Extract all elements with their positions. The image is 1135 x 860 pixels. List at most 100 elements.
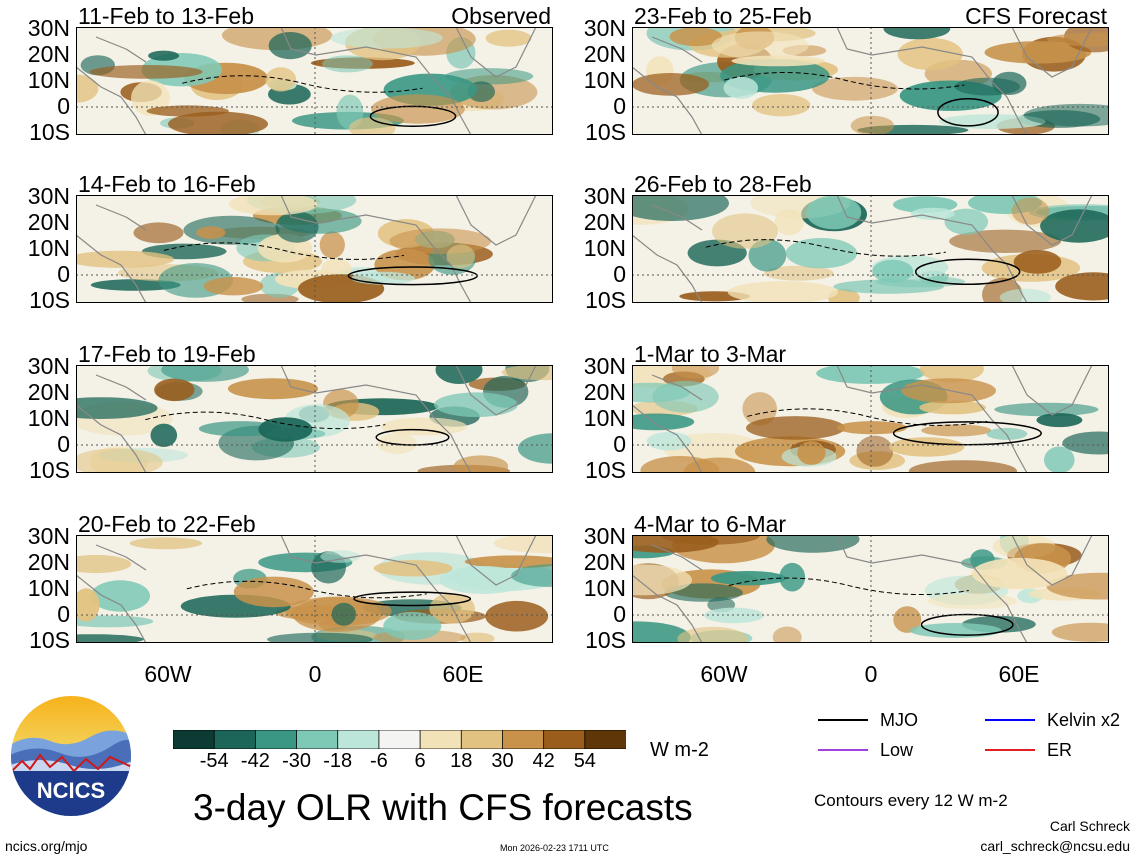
- wet-anomaly: [1036, 413, 1083, 428]
- lat-tick-label: 10N: [583, 405, 626, 431]
- wet-anomaly: [322, 55, 373, 73]
- wet-anomaly: [779, 562, 806, 592]
- legend-er-label: ER: [1047, 740, 1073, 760]
- colorbar-swatch: [419, 730, 463, 749]
- dry-anomaly: [233, 576, 314, 608]
- units-label: W m-2: [650, 739, 709, 761]
- footer-url: ncics.org/mjo: [5, 838, 88, 854]
- dry-anomaly: [850, 115, 895, 135]
- dry-anomaly: [893, 606, 922, 633]
- dry-anomaly: [446, 244, 476, 269]
- lat-tick-label: 20N: [27, 549, 70, 575]
- dry-anomaly: [1047, 32, 1109, 47]
- colorbar-swatch: [460, 730, 504, 749]
- dry-anomaly: [196, 226, 226, 239]
- colorbar-tick-label: -6: [370, 750, 388, 772]
- panel-title: 1-Mar to 3-Mar: [634, 341, 787, 367]
- wet-anomaly: [994, 402, 1099, 417]
- wet-anomaly: [710, 571, 786, 586]
- dry-anomaly: [460, 632, 495, 643]
- wet-anomaly: [944, 208, 989, 235]
- legend-low-label: Low: [880, 740, 914, 760]
- wet-anomaly: [806, 195, 862, 230]
- lat-tick-label: 20N: [583, 549, 626, 575]
- colorbar-swatch: [254, 730, 298, 749]
- dry-anomaly: [371, 94, 465, 124]
- dry-anomaly: [485, 29, 532, 47]
- legend-kelvin: Kelvin x2: [985, 710, 1120, 730]
- legend-kelvin-label: Kelvin x2: [1047, 710, 1121, 730]
- colorbar-swatch: [173, 730, 216, 749]
- dry-anomaly: [129, 537, 203, 550]
- lat-tick-label: 10S: [29, 119, 70, 145]
- lon-tick-label: 0: [308, 661, 322, 687]
- lat-tick-label: 20N: [27, 41, 70, 67]
- lon-tick-label: 60E: [998, 661, 1040, 687]
- lat-tick-label: 10N: [583, 235, 626, 261]
- lat-tick-label: 0: [57, 93, 70, 119]
- wet-anomaly: [1023, 103, 1109, 127]
- dry-anomaly: [76, 554, 132, 574]
- wet-anomaly: [268, 32, 312, 60]
- lat-tick-label: 20N: [583, 379, 626, 405]
- lat-tick-label: 0: [57, 601, 70, 627]
- wet-anomaly: [992, 71, 1027, 95]
- wet-anomaly: [275, 211, 319, 243]
- colorbar-tick-label: 42: [532, 750, 555, 772]
- colorbar: [173, 730, 626, 749]
- dry-anomaly: [464, 555, 553, 568]
- dry-anomaly: [919, 400, 986, 415]
- wet-anomaly: [76, 634, 144, 643]
- lat-tick-label: 0: [613, 261, 626, 287]
- lat-tick-label: 0: [613, 431, 626, 457]
- dry-anomaly: [485, 600, 549, 632]
- colorbar-tick-label: -18: [323, 750, 353, 772]
- panel-title: 11-Feb to 13-Feb: [78, 3, 255, 29]
- panel-frame: [632, 195, 1109, 303]
- wet-anomaly: [330, 27, 443, 49]
- panel-frame: [76, 195, 553, 303]
- dry-anomaly: [265, 67, 297, 92]
- mjo-contour: [347, 266, 478, 286]
- dry-anomaly: [501, 365, 553, 381]
- ncics-logo: NCICS: [11, 696, 131, 816]
- lat-tick-label: 30N: [27, 15, 70, 41]
- wet-anomaly: [883, 27, 951, 40]
- lat-tick-label: 30N: [583, 183, 626, 209]
- dry-anomaly: [203, 277, 264, 296]
- dry-anomaly: [927, 593, 1018, 610]
- wet-anomaly: [785, 238, 858, 269]
- dry-anomaly: [752, 94, 811, 117]
- dry-anomaly: [632, 535, 719, 553]
- legend-mjo-swatch: [818, 719, 868, 721]
- coastline: [76, 195, 537, 303]
- lon-tick-label: 60W: [700, 661, 748, 687]
- dry-anomaly: [949, 229, 1062, 253]
- wet-anomaly: [439, 566, 528, 594]
- dry-anomaly: [453, 455, 509, 473]
- wet-anomaly: [517, 433, 553, 464]
- panel-title: 20-Feb to 22-Feb: [78, 511, 256, 537]
- wet-anomaly: [76, 615, 154, 628]
- wet-anomaly: [652, 380, 719, 413]
- olr-map-panel: [632, 535, 1109, 643]
- negative-contour: [145, 411, 386, 430]
- dry-anomaly: [919, 365, 984, 383]
- dry-anomaly: [1055, 272, 1109, 301]
- panel-title: 14-Feb to 16-Feb: [78, 171, 256, 197]
- olr-map-panel: [76, 27, 553, 135]
- lat-tick-label: 10S: [29, 627, 70, 653]
- coastline: [632, 27, 1093, 135]
- lat-tick-label: 10N: [27, 575, 70, 601]
- panel-frame: [632, 535, 1109, 643]
- lat-tick-label: 10S: [585, 119, 626, 145]
- dry-anomaly: [856, 435, 894, 467]
- dry-anomaly: [494, 535, 553, 554]
- olr-map-panel: [76, 195, 553, 303]
- panel-frame: [76, 535, 553, 643]
- dry-anomaly: [1051, 622, 1109, 642]
- lat-tick-label: 10S: [585, 287, 626, 313]
- wet-anomaly: [435, 365, 483, 384]
- lat-tick-label: 0: [57, 431, 70, 457]
- wet-anomaly: [1062, 431, 1109, 455]
